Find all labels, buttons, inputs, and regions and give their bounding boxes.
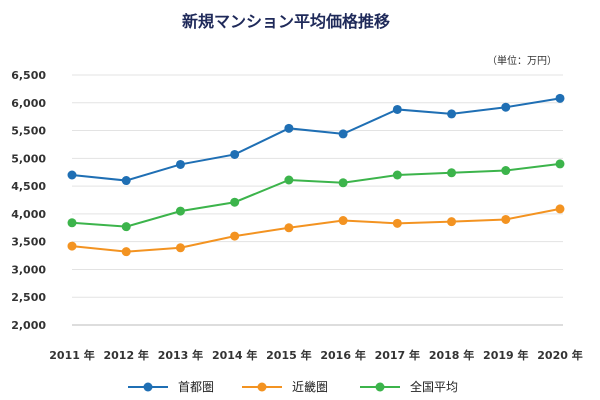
data-point <box>121 222 131 232</box>
legend: 首都圏 近畿圏 全国平均 <box>128 379 458 394</box>
data-point <box>175 206 185 216</box>
data-point <box>392 104 402 114</box>
y-tick-label: 2,500 <box>11 291 46 304</box>
x-tick-label: 2012 年 <box>103 348 148 362</box>
data-point <box>67 218 77 228</box>
x-tick-label: 2018 年 <box>429 348 474 362</box>
x-tick-label: 2020 年 <box>537 348 582 362</box>
legend-label: 全国平均 <box>410 379 458 394</box>
y-tick-label: 4,000 <box>11 208 46 221</box>
data-point <box>230 197 240 207</box>
x-tick-label: 2015 年 <box>266 348 311 362</box>
legend-label: 首都圏 <box>178 380 214 394</box>
data-point <box>284 223 294 233</box>
legend-marker <box>257 382 267 392</box>
data-point <box>175 243 185 253</box>
data-point <box>555 204 565 214</box>
unit-label: （単位：万円） <box>487 54 557 67</box>
y-tick-label: 2,000 <box>11 319 46 332</box>
data-point <box>230 231 240 241</box>
data-point <box>67 241 77 251</box>
x-axis-ticks: 2011 年 2012 年 2013 年 2014 年 2015 年 2016 年 2017… <box>49 348 582 362</box>
x-tick-label: 2014 年 <box>212 348 257 362</box>
data-point <box>338 129 348 139</box>
legend-label: 近畿圏 <box>292 380 328 394</box>
data-point <box>447 217 457 227</box>
data-point <box>447 109 457 119</box>
data-point <box>447 168 457 178</box>
data-point <box>284 175 294 185</box>
series-layer <box>67 93 565 257</box>
data-point <box>175 159 185 169</box>
data-point <box>501 166 511 176</box>
data-point <box>555 159 565 169</box>
data-point <box>121 247 131 257</box>
x-tick-label: 2017 年 <box>375 348 420 362</box>
y-tick-label: 6,500 <box>11 69 46 82</box>
x-tick-label: 2011 年 <box>49 348 94 362</box>
x-tick-label: 2013 年 <box>158 348 203 362</box>
grid-lines <box>72 74 563 326</box>
legend-marker <box>143 382 153 392</box>
y-tick-label: 4,500 <box>11 180 46 193</box>
data-point <box>284 123 294 133</box>
y-tick-label: 6,000 <box>11 97 46 110</box>
data-point <box>338 216 348 226</box>
y-tick-label: 5,500 <box>11 125 46 138</box>
series-line-2 <box>71 207 561 253</box>
series-line-3 <box>71 162 561 228</box>
x-tick-label: 2016 年 <box>320 348 365 362</box>
x-tick-label: 2019 年 <box>483 348 528 362</box>
chart-title: 新規マンション平均価格推移 <box>182 12 390 31</box>
data-point <box>338 178 348 188</box>
y-tick-label: 3,500 <box>11 236 46 249</box>
data-point <box>555 93 565 103</box>
data-point <box>67 170 77 180</box>
data-point <box>501 214 511 224</box>
data-point <box>501 102 511 112</box>
y-tick-label: 5,000 <box>11 152 46 165</box>
data-point <box>392 170 402 180</box>
data-point <box>230 149 240 159</box>
data-point <box>121 176 131 186</box>
series-line-1 <box>71 97 561 182</box>
data-point <box>392 218 402 228</box>
y-tick-label: 3,000 <box>11 263 46 276</box>
y-axis-ticks: 2,000 2,500 3,000 3,500 4,000 4,500 5,000 5,500… <box>11 69 46 332</box>
legend-marker <box>375 382 385 392</box>
